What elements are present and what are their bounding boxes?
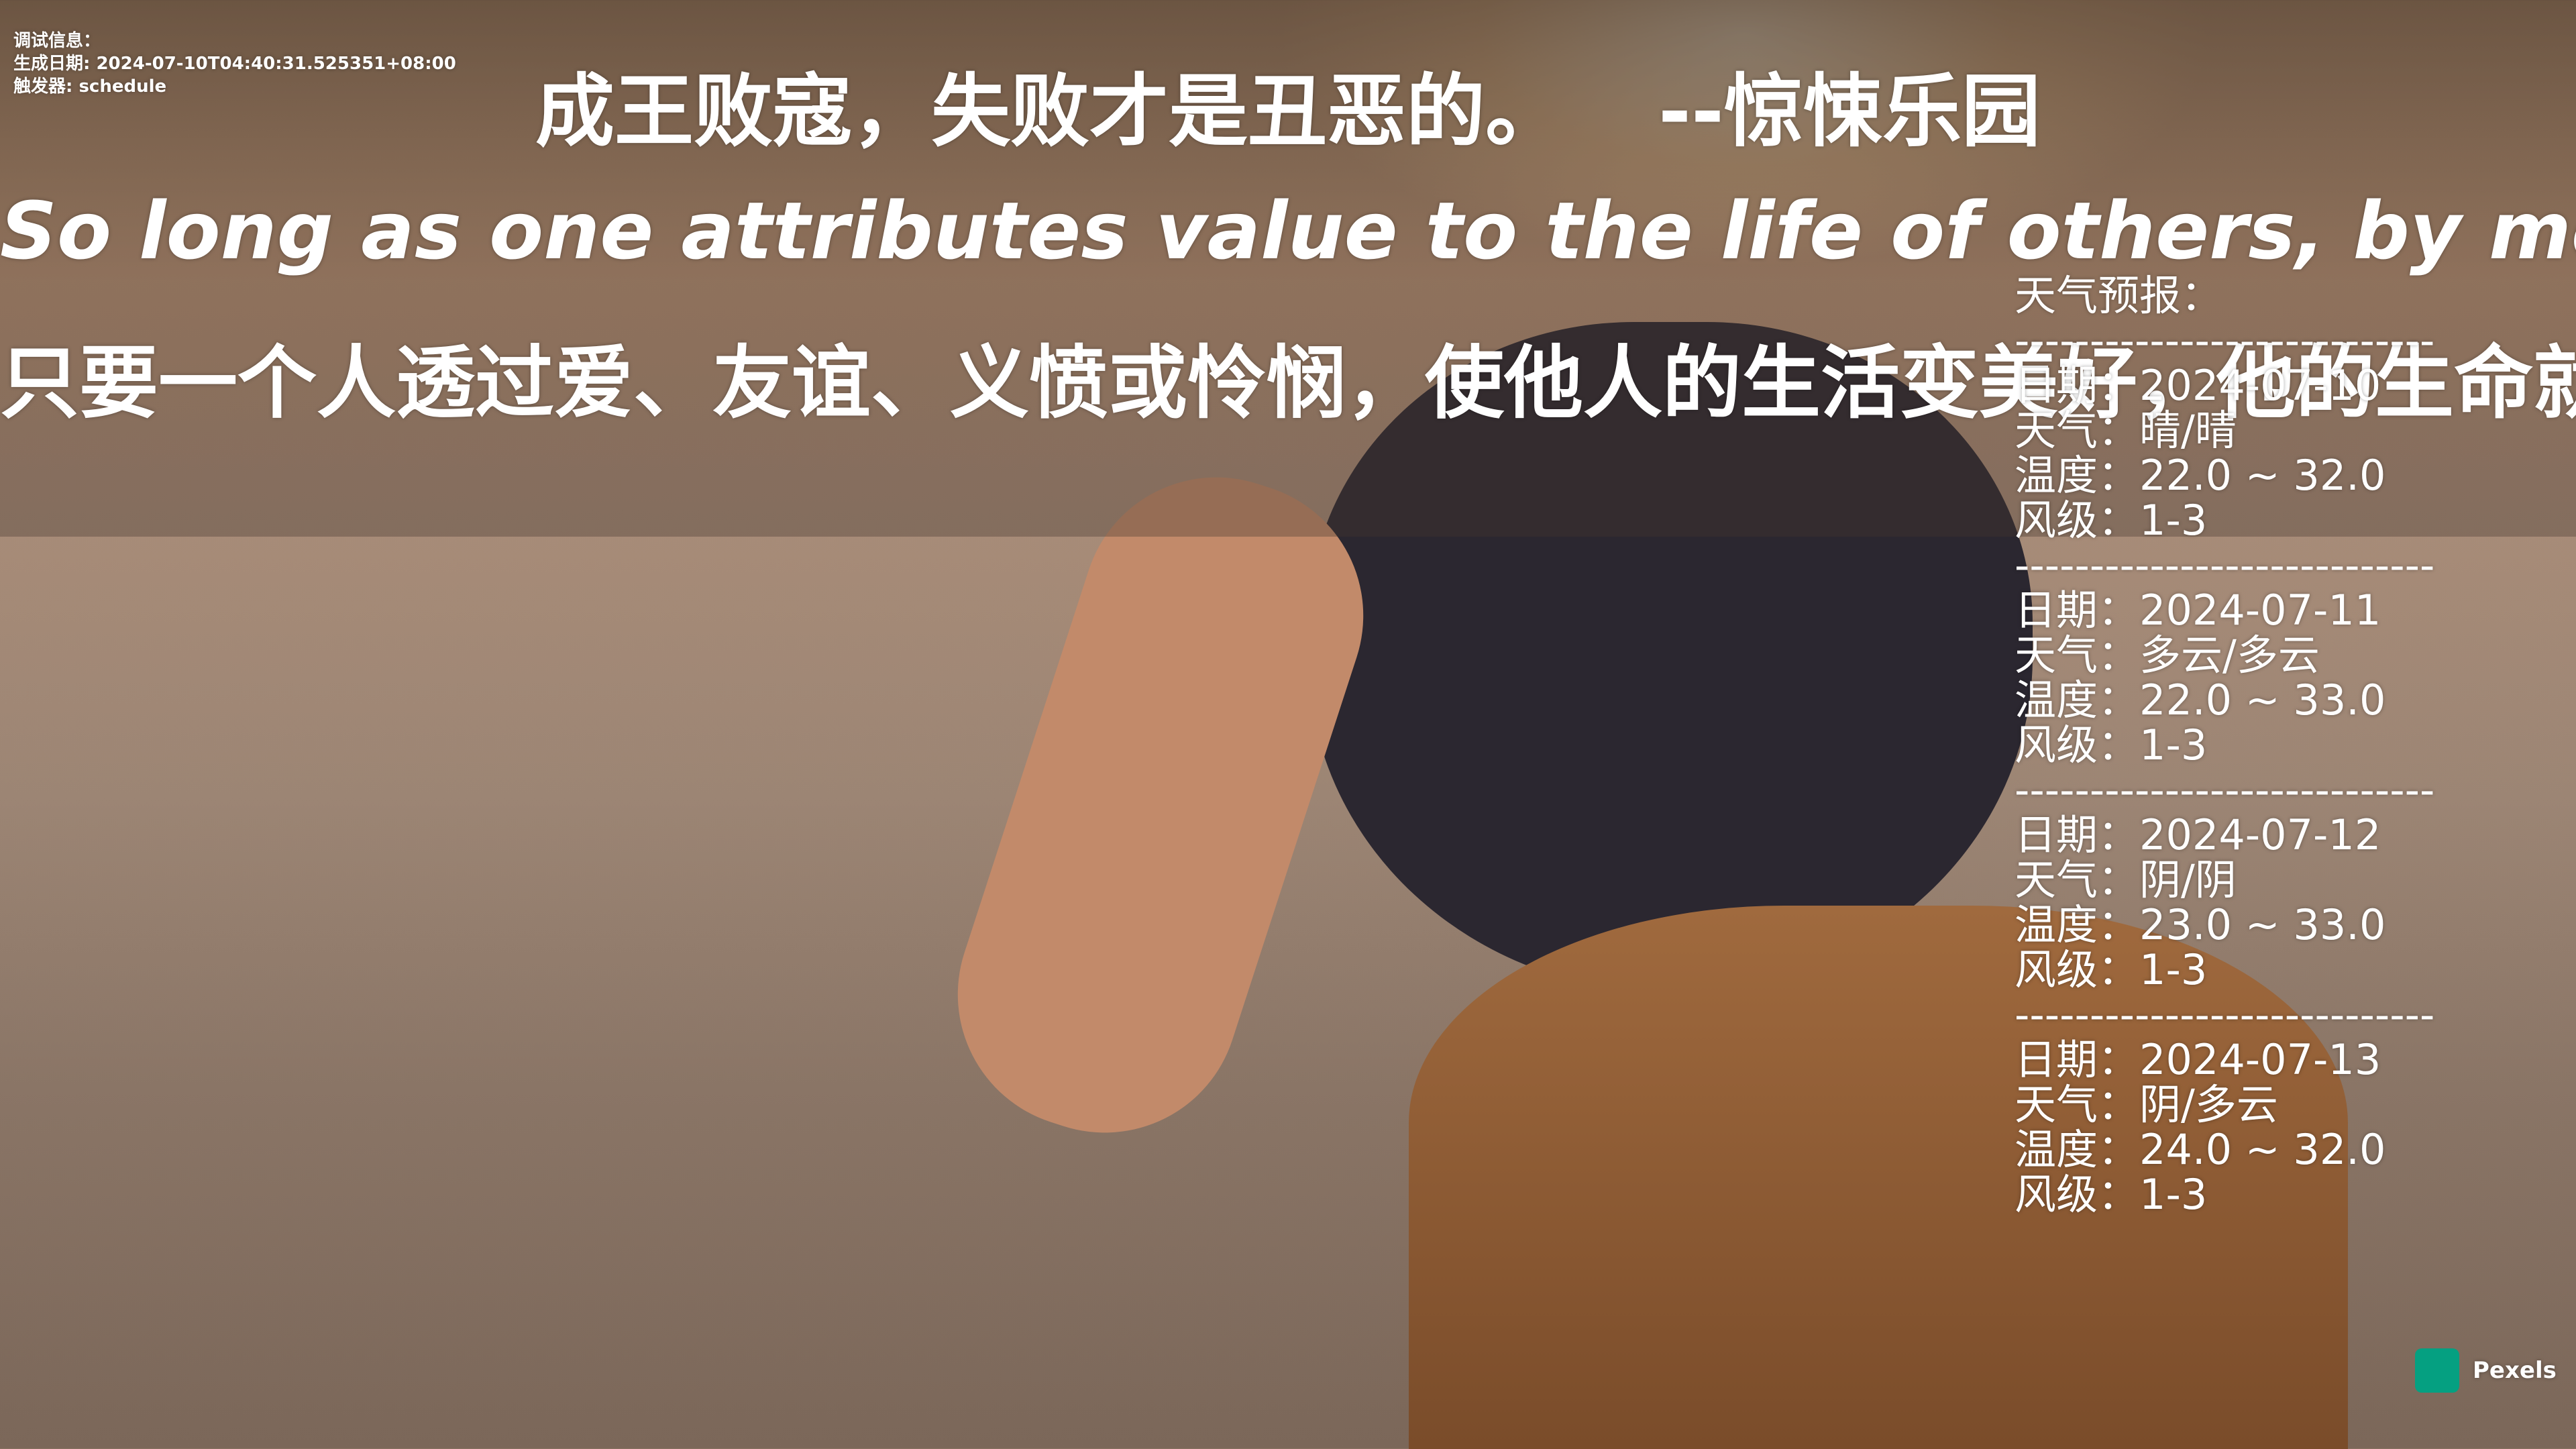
weather-condition: 天气：晴/晴 — [2015, 406, 2237, 455]
weather-temp: 温度：24.0 ~ 32.0 — [2015, 1125, 2386, 1174]
debug-trigger: 触发器: schedule — [13, 76, 167, 97]
sentence-en: So long as one attributes value to the l… — [0, 184, 2576, 277]
hat — [1308, 322, 2033, 993]
weather-temp: 温度：22.0 ~ 33.0 — [2015, 676, 2386, 724]
weather-date: 日期：2024-07-10 — [2015, 361, 2381, 410]
weather-separator: ---------------------------- — [2015, 316, 2435, 365]
weather-wind: 风级：1-3 — [2015, 720, 2208, 769]
weather-wind: 风级：1-3 — [2015, 496, 2208, 545]
weather-title: 天气预报： — [2015, 271, 2223, 320]
weather-date: 日期：2024-07-12 — [2015, 810, 2381, 859]
quote-text: 成王败寇，失败才是丑恶的。 — [535, 65, 1565, 158]
weather-wind: 风级：1-3 — [2015, 945, 2208, 994]
weather-condition: 天气：阴/多云 — [2015, 1080, 2278, 1129]
sentence-zh: 只要一个人透过爱、友谊、义愤或怜悯，使他人的生活变美好，他的生命就有价值。 — [0, 337, 2576, 429]
weather-separator: ---------------------------- — [2015, 541, 2435, 590]
weather-temp: 温度：23.0 ~ 33.0 — [2015, 900, 2386, 949]
weather-condition: 天气：阴/阴 — [2015, 855, 2237, 904]
weather-wind: 风级：1-3 — [2015, 1170, 2208, 1219]
weather-date: 日期：2024-07-13 — [2015, 1035, 2381, 1084]
trees — [0, 0, 2576, 282]
debug-title: 调试信息： — [13, 31, 101, 51]
quote-source: --惊悚乐园 — [1658, 65, 2041, 158]
weather-separator: ---------------------------- — [2015, 765, 2435, 814]
weather-date: 日期：2024-07-11 — [2015, 586, 2381, 635]
debug-generated: 生成日期: 2024-07-10T04:40:31.525351+08:00 — [13, 54, 456, 74]
hair — [1409, 906, 2348, 1449]
top-overlay — [0, 0, 2576, 537]
credit-text: Pexels — [2473, 1357, 2557, 1384]
weather-condition: 天气：多云/多云 — [2015, 631, 2320, 680]
weather-separator: ---------------------------- — [2015, 990, 2435, 1039]
credit: Pexels — [2415, 1348, 2557, 1393]
weather-temp: 温度：22.0 ~ 32.0 — [2015, 451, 2386, 500]
quote: 成王败寇，失败才是丑恶的。 --惊悚乐园 — [0, 47, 2576, 162]
arm — [922, 442, 1399, 1168]
credit-logo — [2415, 1348, 2459, 1393]
